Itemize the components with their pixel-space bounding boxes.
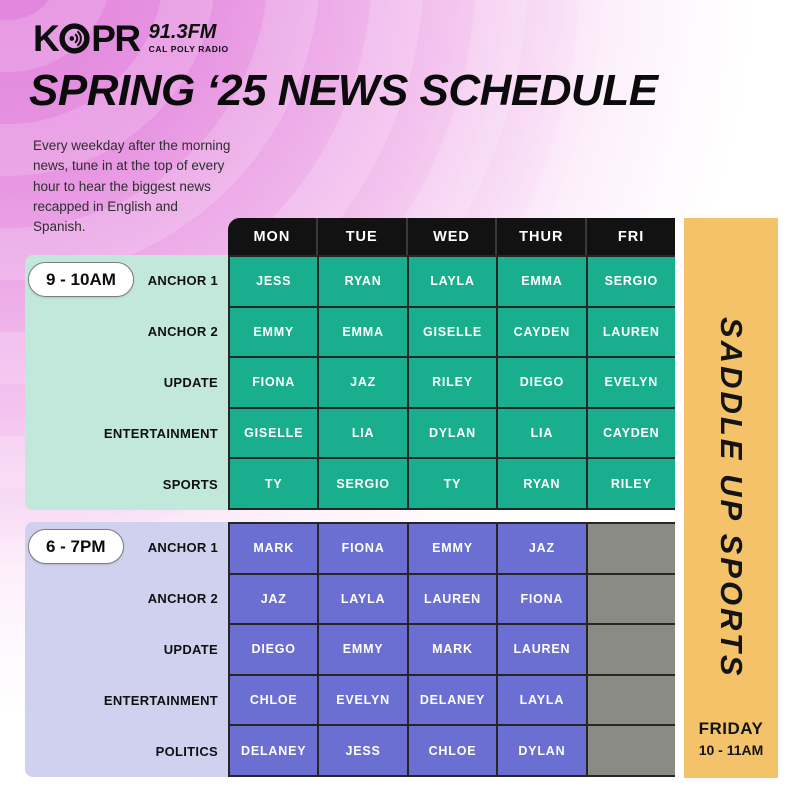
row-label: UPDATE (163, 642, 218, 657)
schedule-cell: DIEGO (230, 625, 318, 674)
schedule-cell: EMMY (230, 307, 318, 357)
schedule-cell: GISELLE (230, 408, 318, 458)
schedule-cell: LAYLA (319, 574, 407, 624)
schedule-cell: RILEY (408, 358, 497, 407)
station-tagline: CAL POLY RADIO (148, 44, 229, 54)
schedule-cell-empty (587, 524, 675, 573)
banner-day: FRIDAY (698, 719, 764, 738)
row-label: ANCHOR 1 (147, 273, 218, 288)
schedule-cell: DELANEY (230, 726, 318, 775)
banner-schedule-info: FRIDAY 10 - 11AM (699, 719, 764, 778)
schedule-cell: LAUREN (587, 307, 675, 357)
row-label: UPDATE (163, 375, 218, 390)
station-logo: K PR 91.3FM CAL POLY RADIO (33, 20, 229, 57)
day-header-thur: THUR (497, 218, 586, 255)
schedule-cell: RILEY (587, 459, 675, 508)
row-label: ANCHOR 2 (147, 591, 218, 606)
schedule-cell: TY (408, 459, 497, 508)
schedule-cell: DIEGO (498, 358, 586, 407)
schedule-cell: JESS (230, 257, 318, 306)
banner-title: SADDLE UP SPORTS (714, 316, 749, 679)
schedule-cell: DELANEY (408, 675, 497, 725)
schedule-cell-empty (587, 574, 675, 624)
station-frequency: 91.3FM (148, 21, 217, 43)
schedule-cell: GISELLE (408, 307, 497, 357)
schedule-cell: MARK (408, 625, 497, 674)
morning-cells-grid: JESS RYAN LAYLA EMMA SERGIO EMMY EMMA GISELLE CA… (228, 255, 675, 510)
schedule-cell: RYAN (319, 257, 407, 306)
schedule-cell: LAUREN (498, 625, 586, 674)
radio-waves-icon (59, 23, 90, 54)
saddle-up-sports-banner: SADDLE UP SPORTS FRIDAY 10 - 11AM (684, 218, 778, 778)
time-badge-9-10am: 9 - 10AM (28, 262, 134, 297)
day-header-tue: TUE (317, 218, 406, 255)
schedule-cell: FIONA (230, 358, 318, 407)
schedule-cell: LIA (319, 408, 407, 458)
station-call-letters: K PR (33, 18, 141, 59)
day-header-mon: MON (228, 218, 316, 255)
schedule-cell: SERGIO (319, 459, 407, 508)
schedule-cell: JAZ (498, 524, 586, 573)
schedule-cell: SERGIO (587, 257, 675, 306)
schedule-cell: EVELYN (319, 675, 407, 725)
schedule-cell: LAUREN (408, 574, 497, 624)
row-label: SPORTS (162, 477, 218, 492)
schedule-cell: EMMY (319, 625, 407, 674)
page-title: SPRING ‘25 NEWS SCHEDULE (29, 66, 658, 115)
schedule-cell: RYAN (498, 459, 586, 508)
schedule-cell: LAYLA (408, 257, 497, 306)
day-header-fri: FRI (587, 218, 675, 255)
row-label: ENTERTAINMENT (103, 693, 218, 708)
schedule-cell: CAYDEN (498, 307, 586, 357)
evening-cells-grid: MARK FIONA EMMY JAZ JAZ LAYLA LAUREN FIONA DIEGO… (228, 522, 675, 777)
schedule-cell: CAYDEN (587, 408, 675, 458)
schedule-cell: DYLAN (498, 726, 586, 775)
row-label: POLITICS (155, 744, 218, 759)
day-header-row: MON TUE WED THUR FRI (228, 218, 675, 255)
schedule-cell: FIONA (319, 524, 407, 573)
schedule-cell: LIA (498, 408, 586, 458)
schedule-cell: MARK (230, 524, 318, 573)
schedule-cell: FIONA (498, 574, 586, 624)
banner-time: 10 - 11AM (698, 742, 764, 758)
evening-row-labels: ANCHOR 1 ANCHOR 2 UPDATE ENTERTAINMENT POLIT… (25, 522, 228, 777)
schedule-cell-empty (587, 675, 675, 725)
news-schedule-table: MON TUE WED THUR FRI 9 - 10AM ANCHOR 1 ANCHOR… (25, 218, 675, 777)
schedule-cell: TY (230, 459, 318, 508)
schedule-cell-empty (587, 726, 675, 775)
day-header-wed: WED (407, 218, 496, 255)
evening-block-6-7pm: 6 - 7PM ANCHOR 1 ANCHOR 2 UPDATE ENTERTAINM… (25, 522, 675, 777)
schedule-cell: JESS (319, 726, 407, 775)
intro-description: Every weekday after the morning news, tu… (33, 138, 231, 234)
schedule-cell: EMMY (408, 524, 497, 573)
morning-row-labels: ANCHOR 1 ANCHOR 2 UPDATE ENTERTAINMENT SPORT… (25, 255, 228, 510)
schedule-cell: CHLOE (230, 675, 318, 725)
schedule-cell: EMMA (319, 307, 407, 357)
schedule-cell: EVELYN (587, 358, 675, 407)
morning-block-9-10am: 9 - 10AM ANCHOR 1 ANCHOR 2 UPDATE ENTERTAIN… (25, 255, 675, 510)
banner-title-wrap: SADDLE UP SPORTS (713, 218, 749, 719)
schedule-cell: JAZ (230, 574, 318, 624)
schedule-cell-empty (587, 625, 675, 674)
station-frequency-block: 91.3FM CAL POLY RADIO (149, 22, 229, 54)
call-letter-k: K (33, 18, 60, 59)
schedule-cell: JAZ (319, 358, 407, 407)
schedule-cell: DYLAN (408, 408, 497, 458)
call-letters-pr: PR (91, 18, 141, 59)
row-label: ANCHOR 1 (147, 540, 218, 555)
schedule-cell: EMMA (498, 257, 586, 306)
row-label: ENTERTAINMENT (103, 426, 218, 441)
schedule-cell: CHLOE (408, 726, 497, 775)
row-label: ANCHOR 2 (147, 324, 218, 339)
schedule-cell: LAYLA (498, 675, 586, 725)
time-badge-6-7pm: 6 - 7PM (28, 529, 124, 564)
